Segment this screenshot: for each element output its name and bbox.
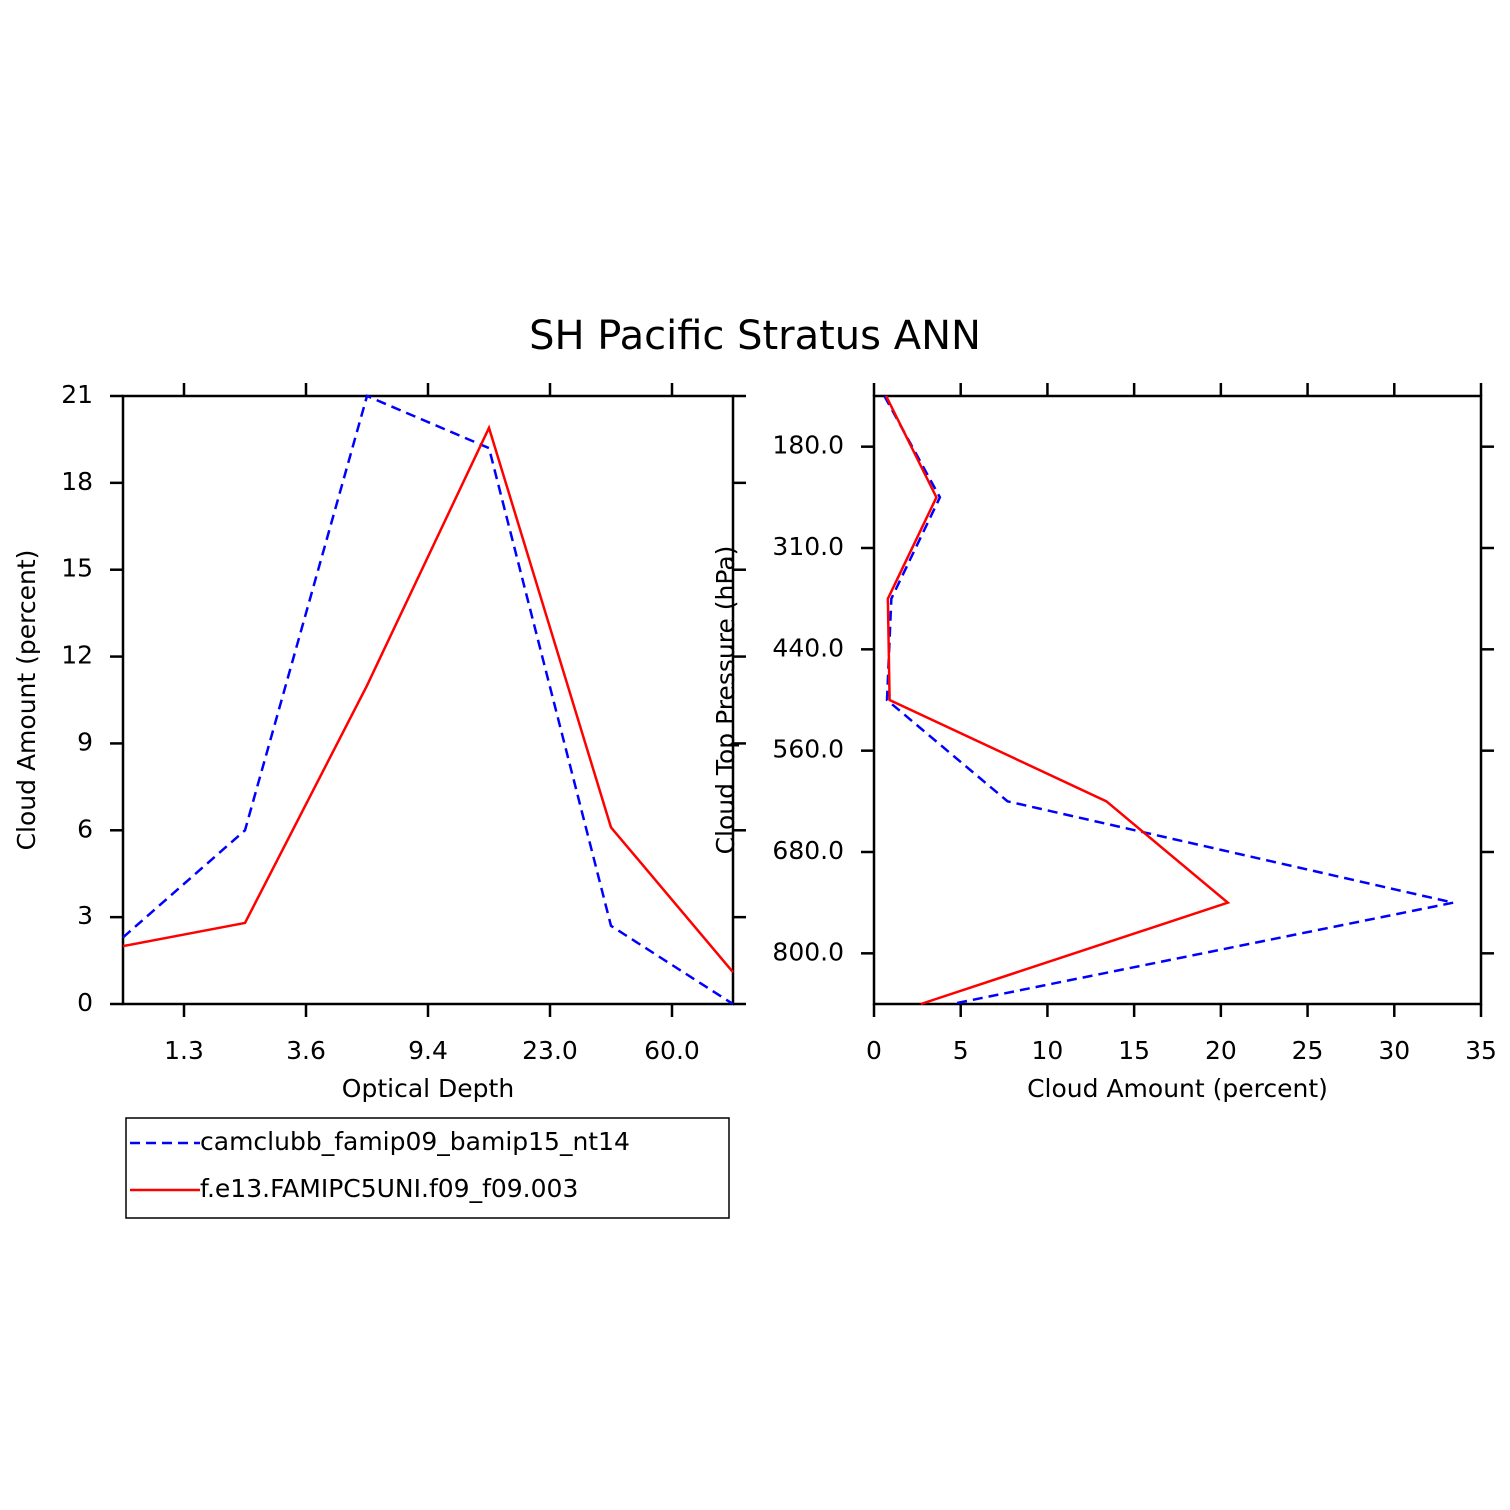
y-tick-label: 21 [61,380,93,409]
data-line [883,395,1454,1006]
x-tick-label: 15 [1118,1036,1150,1065]
x-tick-label: 25 [1292,1036,1324,1065]
legend-box [125,1117,730,1219]
x-tick-label: 60.0 [644,1036,700,1065]
x-tick-label: 5 [953,1036,969,1065]
y-axis-label: Cloud Amount (percent) [12,550,41,851]
chart-title: SH Pacific Stratus ANN [529,313,981,359]
y-tick-label: 6 [77,814,93,843]
legend-label: f.e13.FAMIPC5UNI.f09_f09.003 [200,1174,578,1203]
y-tick-label: 800.0 [772,937,844,966]
y-tick-label: 15 [61,554,93,583]
x-tick-label: 35 [1465,1036,1497,1065]
plot-frame [872,394,1483,1006]
x-axis-label: Cloud Amount (percent) [1027,1074,1328,1103]
data-line [122,394,734,1006]
y-tick-label: 310.0 [772,532,844,561]
x-tick-label: 3.6 [286,1036,326,1065]
y-tick-label: 0 [77,988,93,1017]
x-tick-label: 30 [1378,1036,1410,1065]
x-tick-label: 0 [866,1036,882,1065]
x-tick-label: 9.4 [408,1036,448,1065]
y-tick-label: 180.0 [772,431,844,460]
data-line [122,424,734,973]
y-tick-label: 440.0 [772,633,844,662]
legend-label: camclubb_famip09_bamip15_nt14 [200,1127,630,1156]
y-axis-label: Cloud Top Pressure (hPa) [711,546,740,855]
data-line [885,395,1231,1006]
x-tick-label: 20 [1205,1036,1237,1065]
y-tick-label: 560.0 [772,735,844,764]
plot-frame [121,394,735,1006]
y-tick-label: 18 [61,467,93,496]
x-tick-label: 1.3 [164,1036,204,1065]
x-axis-label: Optical Depth [342,1074,514,1103]
y-tick-label: 3 [77,901,93,930]
y-tick-label: 9 [77,727,93,756]
x-tick-label: 23.0 [522,1036,578,1065]
y-tick-label: 12 [61,641,93,670]
y-tick-label: 680.0 [772,836,844,865]
x-tick-label: 10 [1032,1036,1064,1065]
